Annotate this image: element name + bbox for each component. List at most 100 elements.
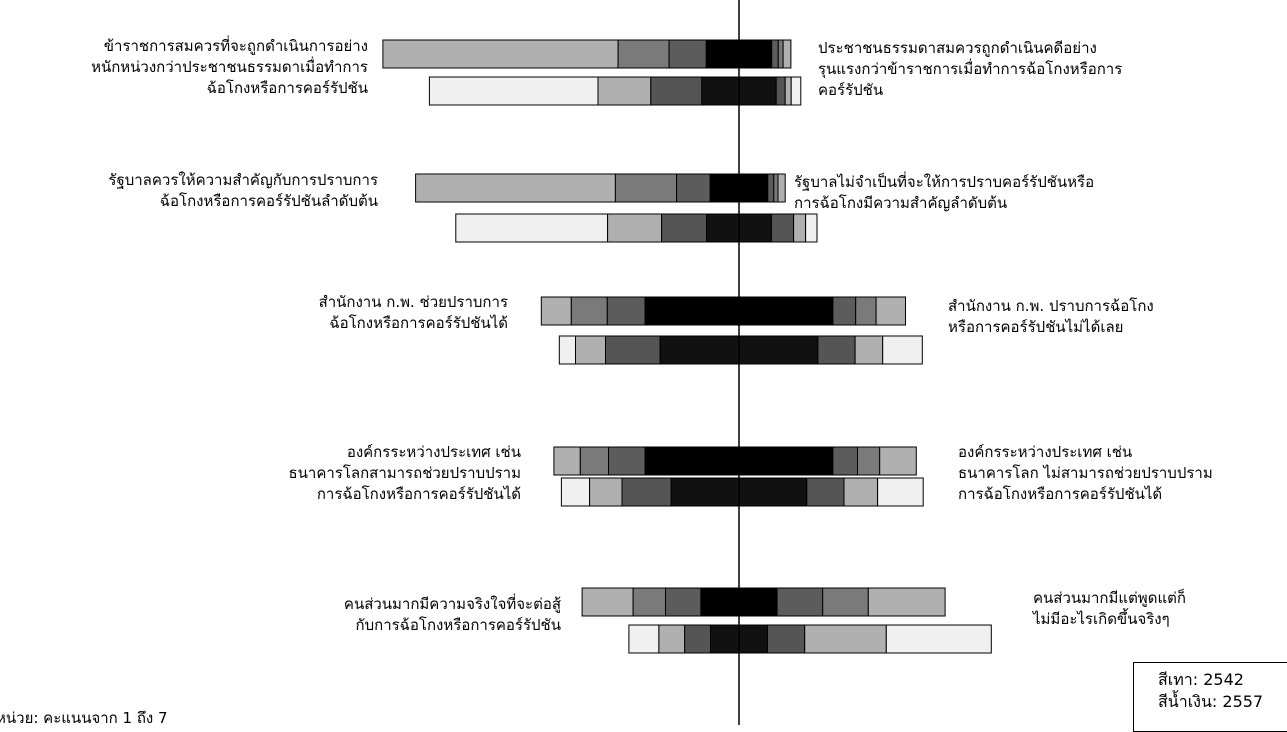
bar-segment-item4-2542-score7 (879, 446, 917, 476)
bar-segment-item2-2557-score6 (793, 213, 807, 243)
bar-segment-item3-2557-score2 (575, 335, 606, 365)
bar-segment-item1-2542-score2 (617, 39, 670, 69)
bar-segments-group (382, 39, 992, 654)
bar-segment-item2-2557-score5 (770, 213, 795, 243)
bar-segment-item2-2557-score1 (455, 213, 609, 243)
right-label-line: คอร์รัปชัน (818, 81, 884, 99)
bar-segment-item1-2542-score7 (782, 39, 792, 69)
bar-segment-item4-2542-score3 (608, 446, 646, 476)
bar-segment-item4-2557-score7 (877, 477, 924, 507)
right-label-line: ธนาคารโลก ไม่สามารถช่วยปราบปราม (958, 464, 1213, 482)
legend-entry-1999: สีเทา: 2542 (1158, 670, 1244, 689)
left-label-item-4: องค์กรระหว่างประเทศ เช่นธนาคารโลกสามารถช… (288, 442, 521, 505)
bar-segment-item1-2557-score2 (597, 76, 652, 106)
bar-segment-item4-2557-score5 (806, 477, 845, 507)
left-label-line: รัฐบาลควรให้ความสำคัญกับการปราบการ (108, 171, 378, 189)
right-label-line: รุนแรงกว่าข้าราชการเมื่อทำการฉ้อโกงหรือก… (818, 60, 1123, 78)
bar-segment-item5-2557-score6 (804, 624, 887, 654)
bar-segment-item3-2542-score2 (570, 296, 608, 326)
right-label-line: หรือการคอร์รัปชันไม่ได้เลย (948, 318, 1124, 336)
bar-segment-item5-2557-score2 (658, 624, 686, 654)
bar-segment-item5-2542-score7 (867, 587, 946, 617)
bar-segment-item5-2557-score7 (885, 624, 992, 654)
bar-segment-item4-2557-score3 (621, 477, 672, 507)
left-label-line: ฉ้อโกงหรือการคอร์รัปชัน (206, 79, 368, 97)
bar-segment-item5-2557-score5 (767, 624, 806, 654)
right-label-line: ประชาชนธรรมดาสมควรถูกดำเนินคดีอย่าง (818, 39, 1097, 57)
bar-segment-item2-2542-score3 (676, 173, 711, 203)
right-label-item-3: สำนักงาน ก.พ. ปราบการฉ้อโกงหรือการคอร์รั… (948, 296, 1154, 338)
bar-segment-item3-2542-score5 (832, 296, 857, 326)
bar-segment-item1-2542-score6 (777, 39, 784, 69)
bar-segment-item5-2557-score1 (628, 624, 660, 654)
bar-segment-item3-2557-score3 (605, 335, 661, 365)
bar-segment-item2-2542-score6 (773, 173, 779, 203)
left-label-line: ฉ้อโกงหรือการคอร์รัปชันได้ (329, 314, 508, 332)
bar-segment-item4-2557-score1 (560, 477, 591, 507)
bar-segment-item3-2557-score1 (558, 335, 576, 365)
bar-segment-item4-2542-score2 (579, 446, 609, 476)
left-label-line: การฉ้อโกงหรือการคอร์รัปชันได้ (316, 485, 521, 503)
legend-entry-2014: สีน้ำเงิน: 2557 (1158, 692, 1264, 711)
bar-segment-item3-2557-score6 (854, 335, 884, 365)
left-label-line: สำนักงาน ก.พ. ช่วยปราบการ (318, 293, 508, 311)
right-label-line: การฉ้อโกงหรือการคอร์รัปชันได้ (958, 485, 1163, 503)
bar-segment-item5-2542-score1 (581, 587, 634, 617)
bar-segment-item3-2542-score1 (540, 296, 572, 326)
bar-segment-item4-2542-score1 (553, 446, 581, 476)
left-label-item-1: ข้าราชการสมควรที่จะถูกดำเนินการอย่างหนัก… (91, 36, 368, 99)
right-label-line: รัฐบาลไม่จำเป็นที่จะให้การปราบคอร์รัปชัน… (794, 173, 1095, 191)
bar-segment-item1-2542-score1 (382, 39, 619, 69)
bar-segment-item2-2557-score7 (805, 213, 818, 243)
left-label-item-5: คนส่วนมากมีความจริงใจที่จะต่อสู้กับการฉ้… (344, 594, 561, 636)
right-label-item-4: องค์กรระหว่างประเทศ เช่นธนาคารโลก ไม่สาม… (958, 442, 1213, 505)
bar-segment-item1-2557-score5 (775, 76, 786, 106)
bar-segment-item3-2557-score5 (817, 335, 856, 365)
bar-segment-item3-2542-score7 (875, 296, 906, 326)
bar-segment-item2-2542-score2 (614, 173, 678, 203)
bar-segment-item1-2542-score5 (771, 39, 779, 69)
bar-segment-item5-2542-score6 (822, 587, 869, 617)
bar-segment-item2-2557-score2 (607, 213, 663, 243)
bar-segment-item5-2542-score5 (776, 587, 824, 617)
left-label-item-2: รัฐบาลควรให้ความสำคัญกับการปราบการฉ้อโกง… (108, 170, 378, 212)
right-label-item-1: ประชาชนธรรมดาสมควรถูกดำเนินคดีอย่างรุนแร… (818, 38, 1122, 101)
bar-segment-item5-2557-score3 (684, 624, 712, 654)
left-label-line: กับการฉ้อโกงหรือการคอร์รัปชัน (355, 616, 561, 634)
right-label-line: องค์กรระหว่างประเทศ เช่น (958, 443, 1133, 461)
bar-segment-item2-2557-score3 (661, 213, 708, 243)
right-label-line: สำนักงาน ก.พ. ปราบการฉ้อโกง (948, 297, 1154, 315)
right-label-line: การฉ้อโกงมีความสำคัญลำดับต้น (794, 194, 1008, 212)
bar-segment-item3-2542-score6 (855, 296, 877, 326)
left-label-line: ข้าราชการสมควรที่จะถูกดำเนินการอย่าง (103, 37, 368, 55)
legend: สีเทา: 2542 สีน้ำเงิน: 2557 (1133, 662, 1287, 732)
bar-segment-item5-2542-score2 (632, 587, 666, 617)
right-label-item-5: คนส่วนมากมีแต่พูดแต่ก็ไม่มีอะไรเกิดขึ้นจ… (1033, 588, 1186, 630)
bar-segment-item5-2542-score3 (665, 587, 702, 617)
bar-segment-item2-2542-score7 (777, 173, 786, 203)
bar-segment-item2-2542-score5 (767, 173, 775, 203)
bar-segment-item1-2557-score1 (428, 76, 599, 106)
left-label-line: คนส่วนมากมีความจริงใจที่จะต่อสู้ (343, 595, 561, 613)
bar-segment-item1-2557-score6 (784, 76, 792, 106)
bar-segment-item4-2542-score5 (832, 446, 859, 476)
bar-segment-item2-2542-score1 (415, 173, 616, 203)
left-label-item-3: สำนักงาน ก.พ. ช่วยปราบการฉ้อโกงหรือการคอ… (319, 292, 508, 334)
unit-note: หน่วย: คะแนนจาก 1 ถึง 7 (0, 709, 168, 727)
bar-segment-item3-2542-score3 (606, 296, 646, 326)
left-label-line: องค์กรระหว่างประเทศ เช่น (346, 443, 521, 461)
bar-segment-item1-2557-score7 (790, 76, 802, 106)
bar-segment-item4-2557-score2 (589, 477, 623, 507)
bar-segment-item4-2557-score6 (843, 477, 879, 507)
left-label-line: ธนาคารโลกสามารถช่วยปราบปราม (288, 464, 521, 482)
bar-segment-item1-2542-score3 (668, 39, 707, 69)
right-label-line: ไม่มีอะไรเกิดขึ้นจริงๆ (1033, 610, 1170, 628)
bar-segment-item4-2542-score6 (857, 446, 881, 476)
left-label-line: หนักหน่วงกว่าประชาชนธรรมดาเมื่อทำการ (91, 58, 368, 76)
left-label-line: ฉ้อโกงหรือการคอร์รัปชันลำดับต้น (159, 192, 378, 210)
bar-segment-item3-2557-score7 (882, 335, 923, 365)
right-label-line: คนส่วนมากมีแต่พูดแต่ก็ (1033, 589, 1186, 607)
bar-segment-item1-2557-score3 (650, 76, 703, 106)
right-label-item-2: รัฐบาลไม่จำเป็นที่จะให้การปราบคอร์รัปชัน… (794, 172, 1094, 214)
